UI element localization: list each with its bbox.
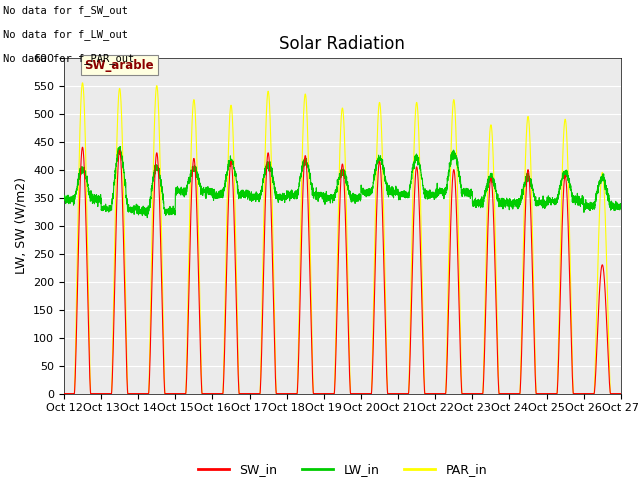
Title: Solar Radiation: Solar Radiation: [280, 35, 405, 53]
Y-axis label: LW, SW (W/m2): LW, SW (W/m2): [15, 177, 28, 274]
Text: SW_arable: SW_arable: [84, 59, 154, 72]
Text: No data for f_SW_out: No data for f_SW_out: [3, 5, 128, 16]
Text: No data for f_LW_out: No data for f_LW_out: [3, 29, 128, 40]
Legend: SW_in, LW_in, PAR_in: SW_in, LW_in, PAR_in: [193, 458, 492, 480]
Text: No data for f_PAR_out: No data for f_PAR_out: [3, 53, 134, 64]
